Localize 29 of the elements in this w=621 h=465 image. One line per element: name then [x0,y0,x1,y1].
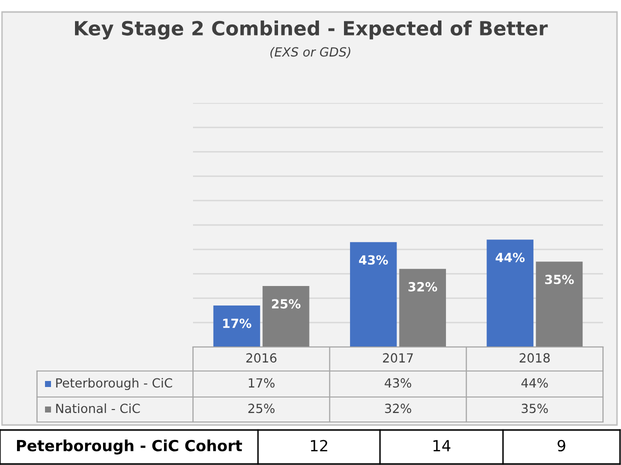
data-label: 17% [248,378,275,388]
bar [350,242,397,347]
bar [399,268,446,347]
data-label: 25% [248,404,275,414]
legend-label: National - CiC [56,403,140,414]
legend-label: Peterborough - CiC [56,378,172,390]
bar [486,240,534,347]
x-tick-label: 2016 [246,353,276,363]
data-label: 43% [384,378,412,388]
text: 14 [433,440,450,452]
text: 9 [558,440,566,452]
text: 44% [496,252,525,262]
x-tick-label: 2017 [383,353,413,363]
text: 25% [272,299,300,309]
text: 17% [223,318,252,328]
text: 32% [408,282,438,292]
bar [536,262,583,347]
chart-subtitle: (EXS or GDS) [270,46,350,58]
text: 12 [310,440,328,452]
chart-title: Key Stage 2 Combined - Expected of Better [75,20,548,40]
bar [213,306,260,347]
data-label: 44% [521,378,548,388]
x-tick-label: 2018 [520,353,550,363]
data-label: 32% [385,404,412,414]
text: Peterborough - CiC Cohort [17,440,242,454]
text: 35% [545,274,574,284]
bar [262,286,310,347]
data-label: 35% [522,404,548,414]
text: 43% [359,255,388,265]
